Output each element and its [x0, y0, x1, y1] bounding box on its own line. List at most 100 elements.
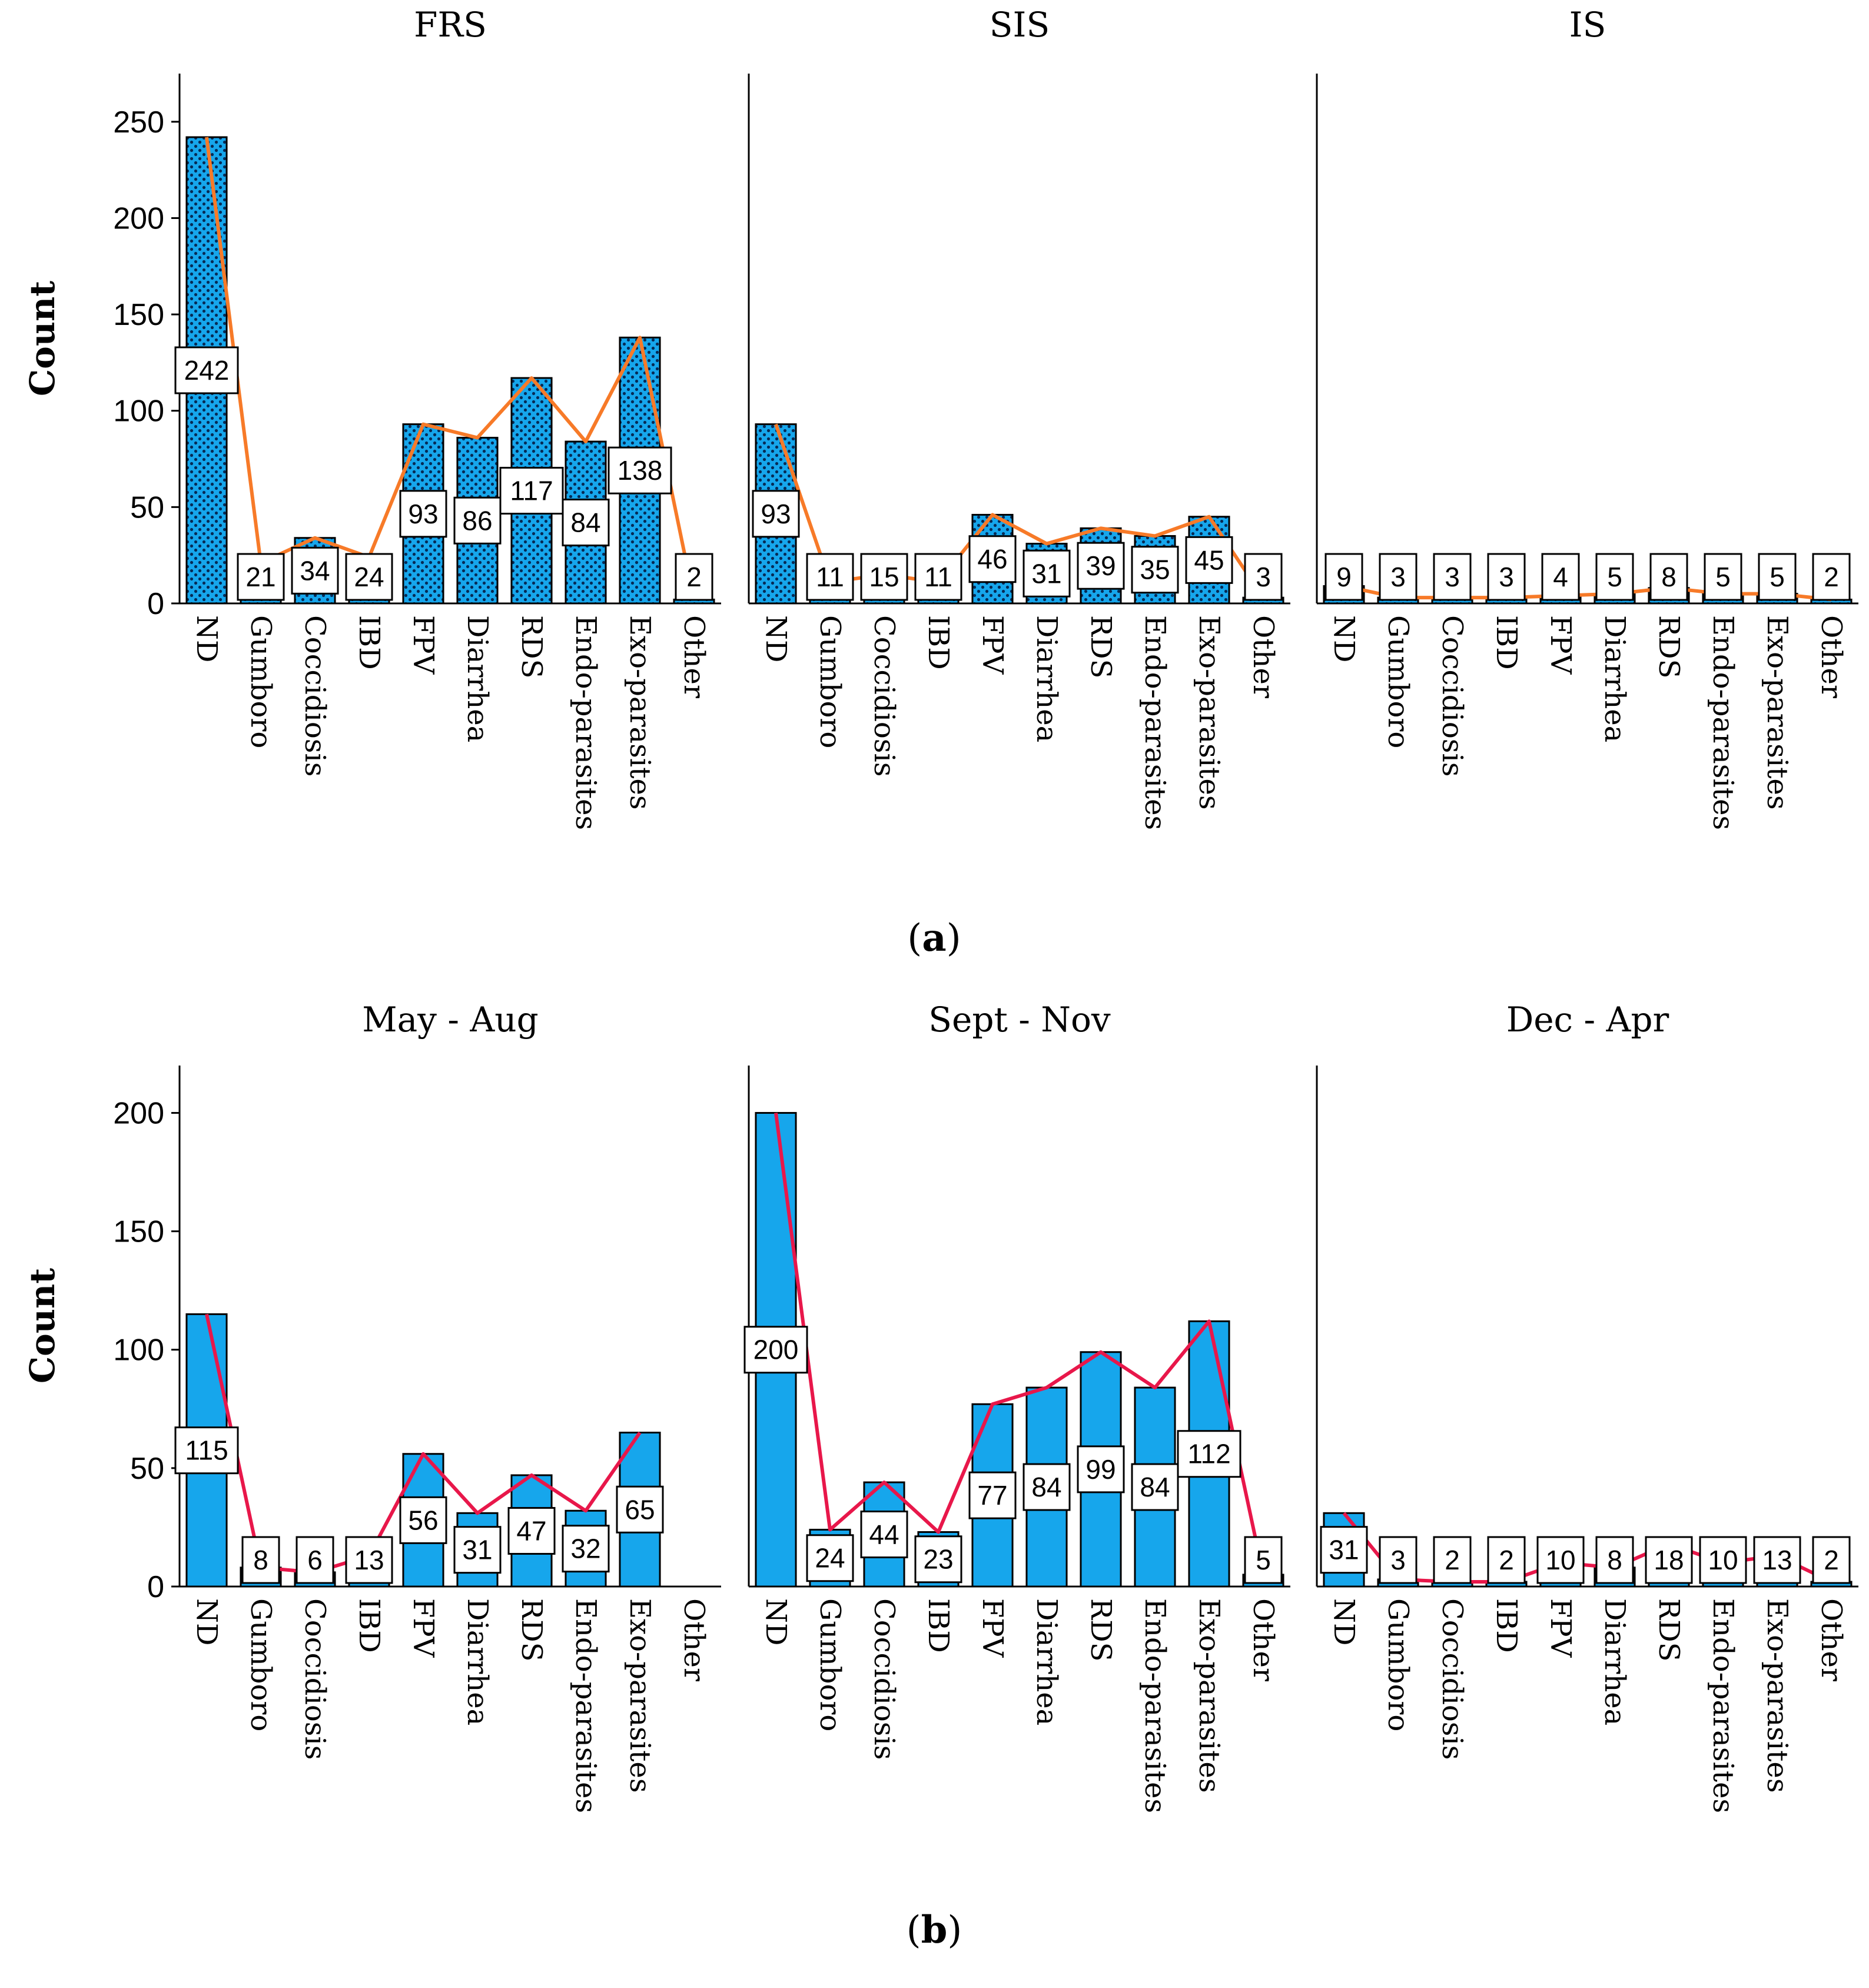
data-label-box	[1244, 553, 1283, 601]
data-label: 34	[300, 555, 330, 586]
data-label-box	[1595, 553, 1634, 601]
data-label-box	[241, 1536, 280, 1584]
y-tick-label: 50	[130, 1452, 164, 1486]
x-tick-label: IBD	[1490, 1598, 1523, 1653]
data-label-box	[1433, 1536, 1472, 1584]
data-label-box	[453, 496, 502, 545]
data-label: 3	[1256, 562, 1271, 592]
x-tick-label: ND	[759, 1598, 792, 1645]
x-tick-label: Coccidiosis	[298, 1598, 331, 1760]
data-label: 24	[815, 1543, 845, 1574]
trend-line	[774, 1113, 1265, 1575]
data-label-box	[914, 1535, 962, 1584]
panel-title: FRS	[414, 5, 487, 45]
x-tick-label: Exo-parasites	[623, 615, 656, 809]
x-tick-label: FPV	[976, 615, 1009, 675]
data-label: 117	[510, 476, 553, 506]
data-label: 31	[462, 1535, 492, 1565]
x-tick-label: Exo-parasites	[1193, 1598, 1226, 1793]
data-label-box	[616, 1485, 664, 1534]
x-tick-label: RDS	[1652, 615, 1685, 679]
data-label-box	[968, 1471, 1017, 1519]
data-label-box	[1023, 549, 1071, 598]
data-label: 23	[923, 1544, 953, 1575]
x-tick-label: Other	[1247, 1598, 1280, 1681]
x-tick-label: Coccidiosis	[868, 615, 901, 776]
data-label-box	[1077, 542, 1125, 590]
data-label-box	[1649, 553, 1688, 601]
data-label: 5	[1715, 562, 1731, 592]
data-label-box	[237, 553, 285, 601]
chart-panel-b-6: Dec - Apr ND Gumboro Coccidiosis IBD FPV Diarr…	[1316, 1000, 1858, 1813]
x-tick-label: ND	[759, 615, 792, 662]
data-label-box	[562, 499, 610, 547]
data-label-box	[1645, 1536, 1693, 1584]
data-label-box	[1379, 1536, 1417, 1584]
x-tick-label: Other	[1247, 615, 1280, 698]
panel-title: IS	[1569, 5, 1606, 45]
data-label: 5	[1770, 562, 1785, 592]
data-label-box	[1487, 553, 1526, 601]
x-tick-label: Exo-parasites	[623, 1598, 656, 1793]
data-label-box	[860, 553, 908, 601]
data-label-box	[607, 446, 672, 494]
data-label: 8	[1661, 562, 1677, 592]
data-label-box	[860, 1511, 908, 1558]
caption-a: (a)	[907, 916, 961, 960]
x-tick-label: Gumboro	[1382, 615, 1415, 748]
y-tick-label: 150	[113, 1215, 164, 1249]
data-label: 5	[1256, 1545, 1271, 1575]
data-label-box	[1541, 553, 1580, 601]
x-tick-label: Coccidiosis	[1436, 615, 1469, 776]
data-label-box	[752, 490, 800, 538]
chart-panel-a-3: IS ND Gumboro Coccidiosis IBD FPV Diarrhea RDS E…	[1316, 5, 1858, 830]
data-label-box	[1758, 553, 1797, 601]
x-tick-label: FPV	[1544, 1598, 1577, 1658]
x-tick-label: Endo-parasites	[1707, 1598, 1739, 1813]
data-label: 32	[570, 1534, 600, 1564]
x-tick-label: Diarrhea	[1598, 1598, 1631, 1725]
panel-title: Sept - Nov	[928, 1000, 1111, 1040]
data-label-box	[399, 490, 447, 538]
data-label: 39	[1085, 550, 1116, 581]
data-label: 93	[761, 499, 791, 529]
data-label: 86	[462, 505, 492, 536]
data-label: 84	[1140, 1472, 1170, 1502]
y-tick-label: 100	[113, 1333, 164, 1368]
data-label: 45	[1194, 545, 1224, 575]
data-label-box	[562, 1525, 610, 1573]
x-tick-label: Diarrhea	[461, 615, 494, 742]
data-label: 93	[408, 499, 438, 529]
data-label: 56	[408, 1505, 438, 1535]
x-tick-label: Exo-parasites	[1761, 615, 1794, 809]
data-label: 31	[1329, 1535, 1359, 1565]
data-label-box	[499, 467, 564, 515]
x-tick-label: Coccidiosis	[868, 1598, 901, 1760]
x-tick-label: Gumboro	[244, 1598, 277, 1731]
caption-b: (b)	[907, 1908, 962, 1952]
data-label: 2	[1824, 1545, 1839, 1575]
data-label: 8	[1607, 1545, 1622, 1575]
x-tick-label: ND	[190, 1598, 223, 1645]
x-tick-label: Diarrhea	[461, 1598, 494, 1725]
data-label: 15	[869, 562, 899, 592]
data-label: 18	[1654, 1545, 1684, 1575]
data-label: 6	[307, 1545, 323, 1575]
data-label: 13	[1762, 1545, 1792, 1575]
x-tick-label: IBD	[922, 1598, 955, 1653]
x-tick-label: Gumboro	[1382, 1598, 1415, 1731]
data-label: 200	[753, 1335, 799, 1365]
data-label: 115	[185, 1435, 228, 1466]
data-label: 31	[1031, 558, 1061, 589]
data-label-box	[1536, 1536, 1585, 1584]
trend-line	[1342, 1512, 1833, 1584]
x-tick-label: IBD	[922, 615, 955, 670]
data-label: 13	[354, 1545, 384, 1575]
data-label-box	[743, 1326, 808, 1374]
data-label-box	[1177, 1430, 1241, 1478]
y-tick-label: 200	[113, 201, 164, 235]
x-tick-label: ND	[1327, 1598, 1360, 1645]
x-tick-label: RDS	[515, 615, 548, 679]
x-tick-label: Other	[678, 1598, 711, 1681]
data-label: 11	[924, 562, 952, 592]
